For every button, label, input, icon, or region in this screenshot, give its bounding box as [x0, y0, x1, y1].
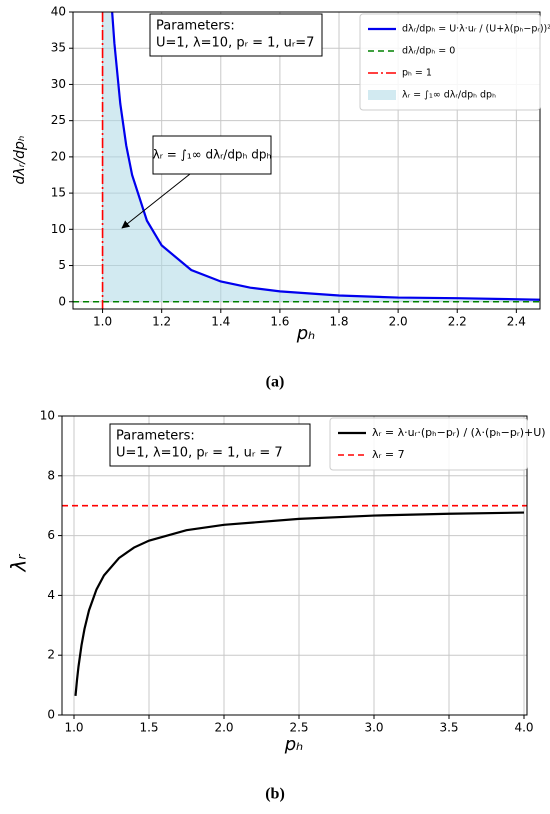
y-tick-label: 0 [47, 708, 55, 722]
y-tick-label: 30 [51, 77, 66, 91]
x-tick-label: 1.8 [329, 315, 348, 329]
legend-swatch [368, 90, 396, 100]
x-axis-label: pₕ [296, 323, 316, 344]
y-axis-label: λᵣ [7, 554, 31, 573]
line [111, 12, 540, 301]
y-tick-label: 2 [47, 648, 55, 662]
area [102, 12, 540, 302]
legend-box [359, 13, 541, 111]
legend-label: dλᵣ/dpₕ = U·λ·uᵣ / (U+λ(pₕ−pᵣ))² [402, 24, 550, 35]
legend-box [329, 417, 528, 471]
caption: (b) [265, 786, 285, 803]
x-tick-label: 1.5 [139, 721, 158, 735]
y-tick-label: 8 [47, 468, 55, 482]
legend-label: λᵣ = 7 [372, 448, 405, 461]
x-tick-label: 3.5 [439, 721, 458, 735]
y-tick-label: 10 [40, 409, 55, 423]
x-tick-label: 1.0 [64, 721, 83, 735]
annotation-box [152, 135, 272, 175]
y-tick-label: 20 [51, 149, 66, 163]
x-tick-label: 2.0 [214, 721, 233, 735]
axes-frame [72, 11, 541, 310]
caption: (a) [266, 374, 285, 391]
x-tick-label: 1.0 [93, 315, 112, 329]
axes-frame [61, 415, 528, 716]
y-tick-label: 0 [58, 294, 66, 308]
y-tick-label: 35 [51, 41, 66, 55]
x-axis-label: pₕ [284, 734, 304, 755]
x-tick-label: 3.0 [364, 721, 383, 735]
parameters-text: Parameters: [116, 429, 195, 444]
x-tick-label: 1.4 [211, 315, 230, 329]
legend-label: λᵣ = λ·uᵣ·(pₕ−pᵣ) / (λ·(pₕ−pᵣ)+U) [372, 426, 546, 439]
legend-label: dλᵣ/dpₕ = 0 [402, 46, 455, 57]
x-tick-label: 1.2 [152, 315, 171, 329]
parameters-text: U=1, λ=10, pᵣ = 1, uᵣ = 7 [116, 446, 283, 461]
annotation-text: λᵣ = ∫₁∞ dλᵣ/dpₕ dpₕ [153, 148, 272, 162]
y-axis-label: dλᵣ/dpₕ [12, 136, 28, 185]
parameters-text: U=1, λ=10, pᵣ = 1, uᵣ=7 [156, 36, 314, 51]
chart: 1.0 1.2 1.4 1.6 1.8 2.0 2.2 2.4 0 5 10 15 20 25 30 35 40… [12, 5, 550, 391]
parameters-text: Parameters: [156, 19, 235, 34]
y-tick-label: 10 [51, 222, 66, 236]
x-tick-label: 2.4 [507, 315, 526, 329]
line [74, 511, 525, 696]
y-tick-label: 15 [51, 186, 66, 200]
x-tick-label: 4.0 [514, 721, 533, 735]
parameters-box [109, 423, 311, 467]
plot-area [62, 504, 527, 696]
parameters-box [149, 13, 323, 57]
annotation-arrow [121, 173, 191, 229]
legend-label: pₕ = 1 [402, 68, 432, 79]
x-tick-label: 2.2 [448, 315, 467, 329]
legend-label: λᵣ = ∫₁∞ dλᵣ/dpₕ dpₕ [402, 90, 496, 101]
x-tick-label: 2.0 [389, 315, 408, 329]
y-tick-label: 25 [51, 113, 66, 127]
y-tick-label: 6 [47, 528, 55, 542]
x-tick-label: 2.5 [289, 721, 308, 735]
chart: 1.0 1.5 2.0 2.5 3.0 3.5 4.0 0 2 4 6 8 10 λᵣ = λ·uᵣ·(p… [7, 409, 546, 803]
y-tick-label: 4 [47, 588, 55, 602]
y-tick-label: 40 [51, 5, 66, 19]
y-tick-label: 5 [58, 258, 66, 272]
plot-area [73, 12, 540, 309]
x-tick-label: 1.6 [270, 315, 289, 329]
